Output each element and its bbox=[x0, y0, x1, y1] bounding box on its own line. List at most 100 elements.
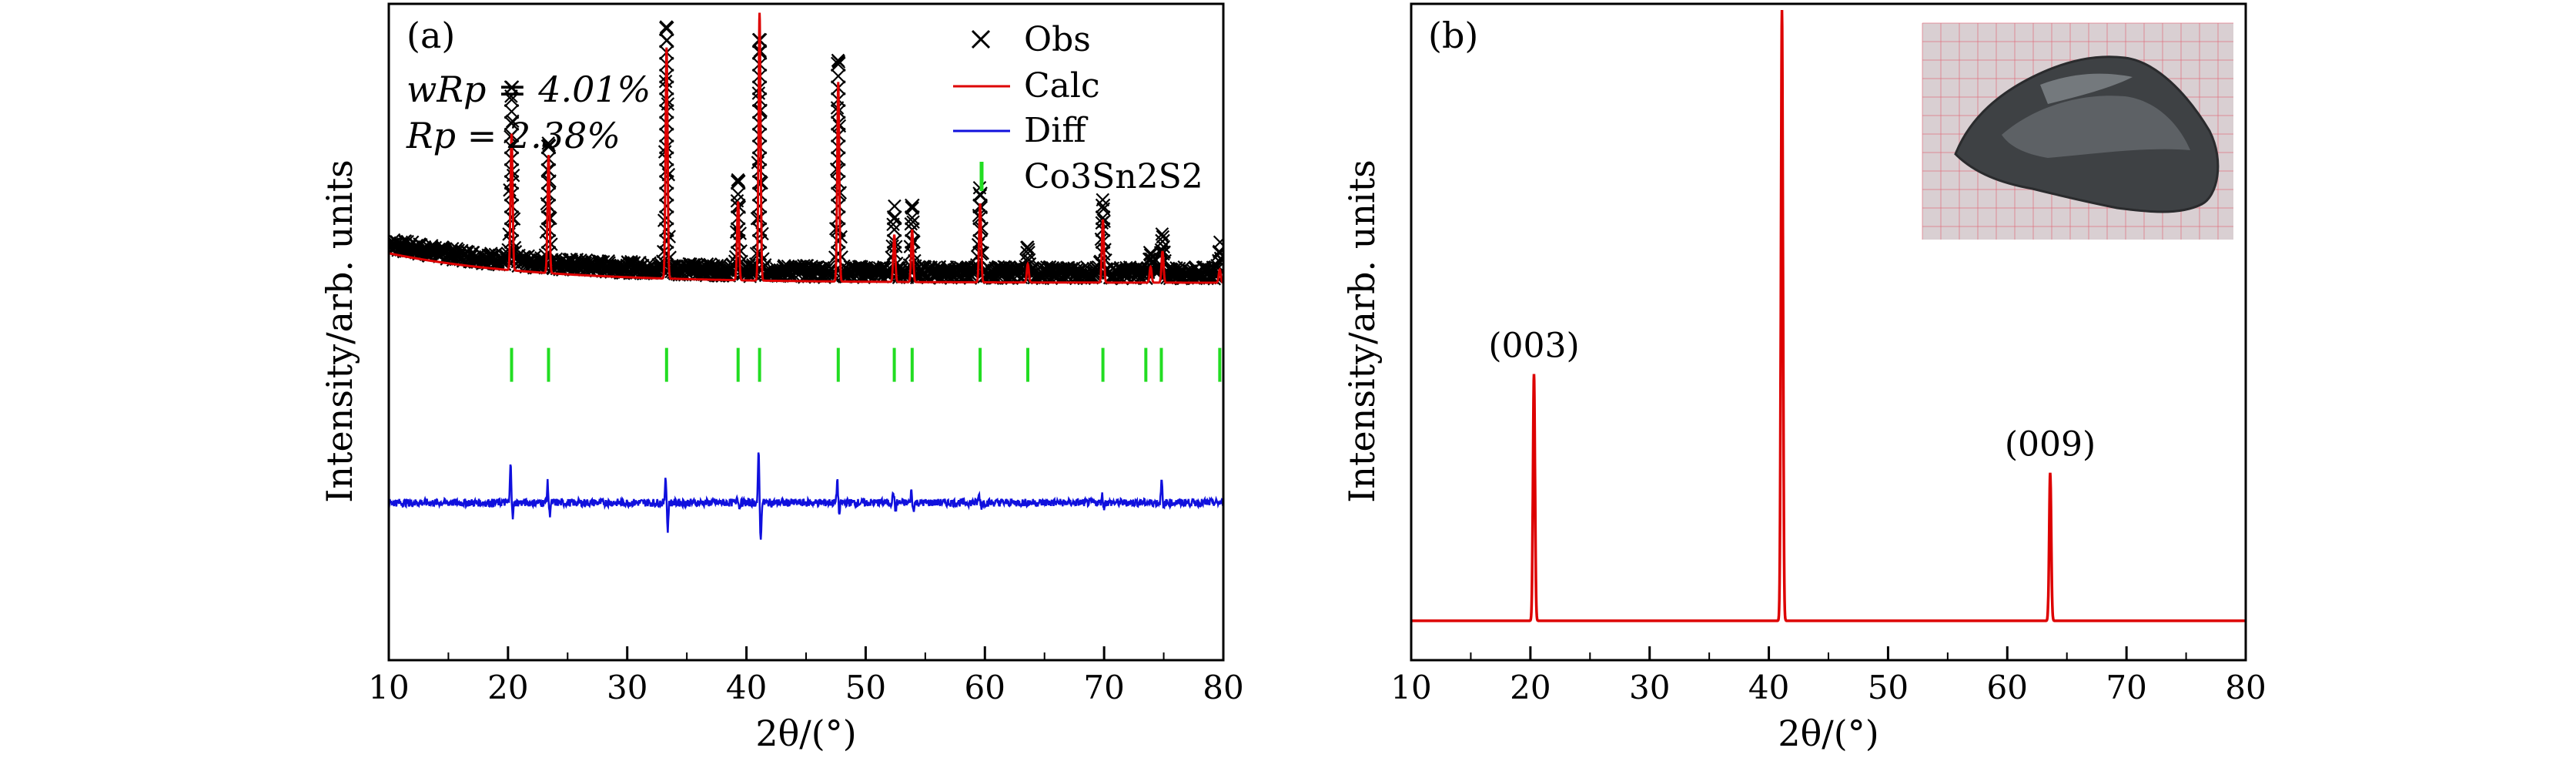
x-tick-label: 10 bbox=[1390, 669, 1431, 706]
obs-peak-point bbox=[831, 68, 846, 84]
x-tick-label: 30 bbox=[607, 669, 647, 706]
obs-peak-point bbox=[1095, 210, 1111, 226]
legend-label-diff: Diff bbox=[1024, 111, 1088, 150]
x-tick-label: 70 bbox=[2106, 669, 2146, 706]
obs-peak-point bbox=[751, 233, 768, 250]
obs-peak-point bbox=[751, 174, 768, 190]
obs-peak-point bbox=[751, 210, 768, 226]
obs-point bbox=[1021, 243, 1035, 257]
obs-peak-point bbox=[503, 80, 520, 96]
panel-b-x-tick-labels: 10 20 30 40 50 60 70 80 bbox=[1390, 669, 2266, 706]
obs-peak-point bbox=[751, 222, 768, 237]
obs-peak-point bbox=[1212, 245, 1223, 261]
legend-item-diff: Diff bbox=[953, 111, 1088, 150]
obs-peak-point bbox=[831, 56, 846, 72]
obs-peak-point bbox=[972, 245, 988, 261]
obs-point bbox=[888, 199, 902, 213]
panel-b: 10 20 30 40 50 60 70 80 (003) (006) (009) (b) Int… bbox=[1341, 0, 2267, 754]
panel-b-data bbox=[1411, 9, 2246, 622]
legend-label-obs: Obs bbox=[1024, 20, 1091, 59]
obs-point bbox=[1020, 240, 1035, 254]
obs-peak-point bbox=[751, 139, 768, 155]
obs-peak-point bbox=[886, 222, 902, 237]
obs-peak-point bbox=[886, 210, 902, 226]
x-tick-label: 50 bbox=[1868, 669, 1909, 706]
obs-peak-point bbox=[659, 21, 674, 37]
obs-peak-point bbox=[730, 245, 746, 261]
obs-peak-point bbox=[659, 222, 674, 237]
obs-peak-point bbox=[831, 174, 846, 190]
peak-label: (009) bbox=[2005, 425, 2096, 465]
series-xrd-line bbox=[1411, 9, 2246, 622]
obs-peak-point bbox=[831, 222, 846, 237]
x-tick-label: 80 bbox=[1203, 669, 1243, 706]
legend-item-obs: Obs bbox=[971, 20, 1091, 59]
obs-peak-point bbox=[540, 233, 557, 250]
x-tick-label: 20 bbox=[487, 669, 528, 706]
obs-peak-point bbox=[831, 186, 846, 202]
legend-marker-x bbox=[971, 29, 991, 49]
obs-peak-point bbox=[503, 233, 520, 250]
obs-peak-point bbox=[831, 233, 846, 250]
obs-peak-point bbox=[659, 163, 674, 179]
legend: Obs Calc Diff Co3Sn2S2 bbox=[953, 20, 1203, 196]
panel-b-x-ticks bbox=[1410, 646, 2247, 660]
obs-peak-point bbox=[751, 151, 768, 166]
crystal-shine bbox=[2040, 73, 2133, 104]
obs-peak-point bbox=[730, 233, 746, 250]
panel-a-x-tick-labels: 10 20 30 40 50 60 70 80 bbox=[368, 669, 1243, 706]
obs-peak-point bbox=[831, 210, 846, 226]
obs-peak-point bbox=[905, 210, 920, 226]
panel-a-x-axis-title: 2θ/(°) bbox=[755, 713, 856, 754]
x-tick-label: 40 bbox=[1748, 669, 1789, 706]
x-tick-label: 60 bbox=[1987, 669, 2028, 706]
obs-peak-point bbox=[751, 198, 768, 214]
panel-b-x-axis-title: 2θ/(°) bbox=[1778, 713, 1878, 754]
obs-peak-point bbox=[1095, 245, 1111, 261]
obs-peak-point bbox=[503, 116, 520, 131]
obs-peak-point bbox=[730, 186, 746, 202]
peak-label: (003) bbox=[1488, 327, 1579, 366]
x-tick-label: 80 bbox=[2225, 669, 2266, 706]
obs-peak-point bbox=[659, 174, 674, 190]
obs-peak-point bbox=[905, 198, 920, 214]
obs-peak-point bbox=[659, 245, 674, 261]
obs-point bbox=[500, 247, 515, 260]
obs-peak-point bbox=[540, 210, 557, 226]
obs-peak-point bbox=[831, 198, 846, 214]
x-tick-label: 20 bbox=[1510, 669, 1551, 706]
panel-a: 10 20 30 40 50 60 70 80 (a) wRp = 4.01% Rp = 2.… bbox=[319, 2, 1244, 754]
obs-peak-point bbox=[1095, 198, 1111, 214]
panel-b-y-axis-title: Intensity/arb. units bbox=[1341, 159, 1383, 503]
peak-label: (006) bbox=[1736, 0, 1827, 2]
obs-point bbox=[905, 201, 919, 215]
obs-point bbox=[831, 55, 846, 69]
obs-peak-point bbox=[503, 222, 520, 237]
x-tick-label: 50 bbox=[845, 669, 886, 706]
x-tick-label: 30 bbox=[1629, 669, 1670, 706]
panel-b-peak-labels: (003) (006) (009) bbox=[1488, 0, 2096, 465]
x-tick-label: 60 bbox=[965, 669, 1005, 706]
obs-peak-point bbox=[1020, 245, 1035, 261]
obs-peak-point bbox=[1155, 233, 1170, 250]
obs-point bbox=[659, 20, 674, 34]
panel-a-y-axis-title: Intensity/arb. units bbox=[319, 159, 360, 503]
obs-peak-point bbox=[831, 245, 846, 261]
annotation-rp: Rp = 2.38% bbox=[406, 115, 621, 156]
obs-peak-point bbox=[659, 198, 674, 214]
series-obs bbox=[389, 20, 1223, 286]
obs-peak-point bbox=[1142, 245, 1159, 261]
obs-peak-point bbox=[751, 163, 768, 179]
panel-b-label: (b) bbox=[1428, 15, 1478, 56]
obs-peak-point bbox=[503, 198, 520, 214]
obs-peak-point bbox=[503, 103, 520, 119]
panel-a-data bbox=[389, 12, 1223, 540]
legend-item-calc: Calc bbox=[953, 66, 1100, 106]
x-tick-label: 10 bbox=[368, 669, 409, 706]
annotation-wrp: wRp = 4.01% bbox=[406, 69, 651, 110]
obs-peak-point bbox=[540, 222, 557, 237]
obs-point bbox=[542, 138, 556, 153]
legend-label-calc: Calc bbox=[1024, 66, 1100, 106]
obs-peak-point bbox=[751, 245, 768, 261]
obs-peak-point bbox=[503, 210, 520, 226]
